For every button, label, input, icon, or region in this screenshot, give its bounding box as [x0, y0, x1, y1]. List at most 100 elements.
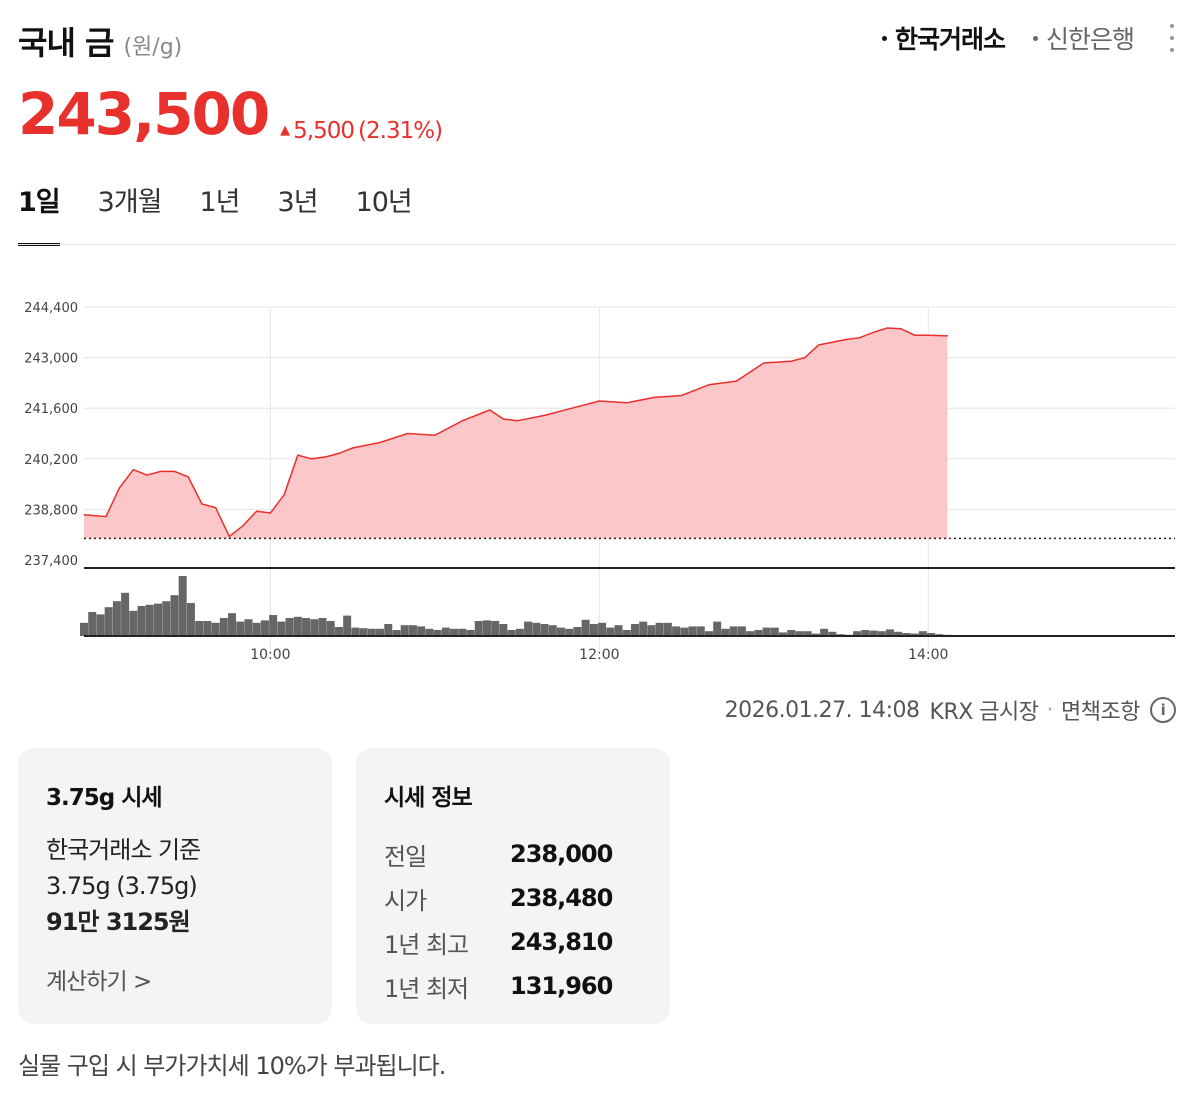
up-triangle-icon: ▲	[280, 123, 290, 138]
volume-bar	[861, 630, 870, 636]
price-point	[379, 441, 381, 444]
price-point	[105, 516, 107, 518]
volume-bar	[491, 621, 500, 636]
price-point	[489, 409, 491, 411]
more-options-icon[interactable]	[1162, 24, 1182, 52]
volume-bar	[318, 618, 327, 636]
volume-bar	[721, 628, 730, 636]
price-info-card: 시세 정보 전일 238,000 시가 238,480 1년 최고 243,81…	[356, 748, 670, 1024]
price-point	[946, 335, 949, 337]
volume-bar	[137, 606, 146, 636]
info-icon[interactable]: i	[1150, 697, 1176, 723]
volume-bar	[696, 626, 705, 636]
disclaimer-link[interactable]: 면책조항	[1061, 700, 1140, 725]
volume-bar	[499, 624, 508, 636]
price-point	[173, 470, 176, 473]
volume-bar	[466, 630, 475, 636]
tab-divider	[18, 244, 1176, 245]
x-tick-label: 10:00	[250, 647, 290, 663]
price-point	[406, 432, 409, 435]
info-row-open: 시가 238,480	[384, 876, 642, 920]
volume-bar	[663, 622, 672, 636]
volume-bar	[384, 624, 393, 636]
tab-10y[interactable]: 10년	[355, 187, 413, 218]
y-tick-label: 240,200	[24, 453, 78, 468]
info-value: 243,810	[510, 928, 613, 956]
price-point	[256, 510, 258, 512]
volume-bar	[556, 627, 565, 636]
source-tab-krx[interactable]: 한국거래소	[881, 20, 1006, 56]
price-point	[735, 380, 738, 382]
volume-bar	[441, 627, 450, 636]
info-label: 1년 최저	[384, 974, 469, 1003]
volume-bar	[178, 576, 187, 636]
volume-bar	[129, 610, 138, 636]
volume-bar	[252, 622, 261, 636]
volume-bar	[334, 627, 343, 636]
volume-bar	[195, 621, 204, 636]
info-value: 238,480	[510, 884, 613, 912]
price-point	[310, 458, 313, 460]
tab-1y[interactable]: 1년	[199, 187, 241, 218]
volume-bar	[433, 630, 442, 636]
volume-bar	[154, 603, 163, 636]
volume-bar	[302, 618, 311, 636]
quote-weight: 3.75g (3.75g)	[46, 872, 198, 900]
volume-bar	[704, 631, 713, 636]
price-point	[324, 456, 326, 458]
price-point	[900, 328, 902, 330]
price-point	[818, 344, 820, 346]
price-point	[543, 414, 546, 417]
volume-bar	[713, 621, 722, 636]
volume-bar	[606, 627, 615, 636]
volume-bar	[630, 624, 639, 636]
volume-bar	[811, 633, 820, 636]
y-tick-label: 243,000	[24, 352, 78, 367]
separator: ·	[1046, 697, 1054, 723]
price-point	[269, 512, 272, 514]
x-tick-label: 12:00	[579, 647, 619, 663]
price-point	[201, 503, 203, 505]
volume-bar	[729, 626, 738, 636]
volume-bar	[326, 621, 335, 636]
volume-bar	[565, 628, 574, 636]
current-price: 243,500	[18, 80, 270, 148]
volume-bar	[104, 607, 113, 636]
volume-bar	[910, 633, 919, 636]
volume-bar	[285, 618, 294, 636]
bullet-icon	[1032, 35, 1038, 41]
info-row-prev-close: 전일 238,000	[384, 832, 642, 876]
volume-bar	[828, 631, 837, 636]
volume-bar	[80, 622, 88, 636]
period-tabs: 1일 3개월 1년 3년 10년	[18, 180, 413, 246]
volume-bar	[145, 604, 154, 636]
volume-bar	[88, 612, 97, 636]
source-tab-shinhan[interactable]: 신한은행	[1032, 20, 1135, 56]
volume-bar	[672, 626, 681, 636]
volume-bar	[244, 619, 253, 636]
price-point	[845, 338, 847, 341]
volume-bar	[367, 628, 376, 636]
price-point	[886, 327, 888, 329]
source-tabs: 한국거래소 신한은행	[881, 20, 1182, 56]
tab-3y[interactable]: 3년	[277, 187, 319, 218]
info-row-52w-high: 1년 최고 243,810	[384, 920, 642, 964]
volume-bar	[754, 630, 763, 636]
tab-3m[interactable]: 3개월	[97, 187, 163, 218]
volume-bar	[779, 632, 788, 636]
volume-bar	[524, 621, 533, 636]
volume-bar	[112, 601, 121, 636]
quote-basis: 한국거래소 기준	[46, 836, 201, 864]
volume-bar	[277, 621, 286, 636]
volume-bar	[343, 615, 352, 636]
volume-bar	[614, 625, 623, 636]
price-chart[interactable]: 244,400 243,000 241,600 240,200 238,800 237,4…	[0, 270, 1200, 670]
tab-1d[interactable]: 1일	[18, 180, 61, 246]
price-point	[598, 400, 600, 402]
quote-amount: 91만 3125원	[46, 908, 191, 936]
calculate-link[interactable]: 계산하기 >	[46, 969, 152, 995]
price-point	[461, 420, 463, 422]
volume-bar	[482, 620, 491, 636]
volume-bar	[688, 626, 697, 636]
price-point	[763, 362, 765, 364]
